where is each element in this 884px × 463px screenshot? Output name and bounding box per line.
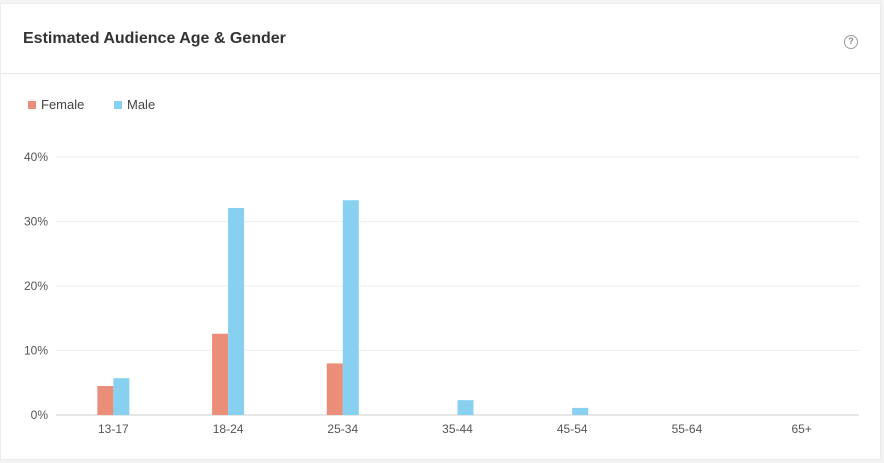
- x-tick-label: 55-64: [672, 422, 703, 436]
- card-title: Estimated Audience Age & Gender: [23, 30, 286, 47]
- bar-male-45-54: [572, 407, 589, 415]
- y-tick-label: 0%: [31, 408, 49, 422]
- y-tick-label: 20%: [24, 279, 48, 293]
- x-tick-label: 35-44: [442, 422, 473, 436]
- x-tick-label: 45-54: [557, 422, 588, 436]
- bar-female-18-24: [212, 333, 229, 415]
- x-tick-label: 65+: [791, 422, 811, 436]
- bar-male-18-24: [228, 207, 245, 415]
- x-tick-label: 25-34: [327, 422, 358, 436]
- legend-swatch-female: [28, 100, 36, 109]
- legend-label-female: Female: [41, 97, 85, 112]
- y-tick-label: 10%: [24, 344, 48, 358]
- bar-female-13-17: [97, 385, 114, 415]
- bar-male-25-34: [342, 200, 359, 415]
- bar-male-13-17: [113, 378, 130, 415]
- card-header: Estimated Audience Age & Gender ?: [1, 4, 880, 74]
- legend-swatch-male: [114, 100, 122, 109]
- legend-item-male[interactable]: Male: [114, 97, 155, 112]
- question-circle-icon[interactable]: ?: [844, 35, 858, 49]
- audience-card: Estimated Audience Age & Gender ?: [0, 3, 881, 460]
- legend-item-female[interactable]: Female: [28, 97, 84, 112]
- y-tick-label: 40%: [24, 150, 48, 164]
- legend-label-male: Male: [127, 97, 156, 112]
- bar-male-35-44: [457, 400, 474, 415]
- y-tick-label: 30%: [24, 215, 48, 229]
- x-tick-label: 13-17: [98, 422, 129, 436]
- x-tick-label: 18-24: [213, 422, 244, 436]
- bar-female-25-34: [326, 363, 343, 415]
